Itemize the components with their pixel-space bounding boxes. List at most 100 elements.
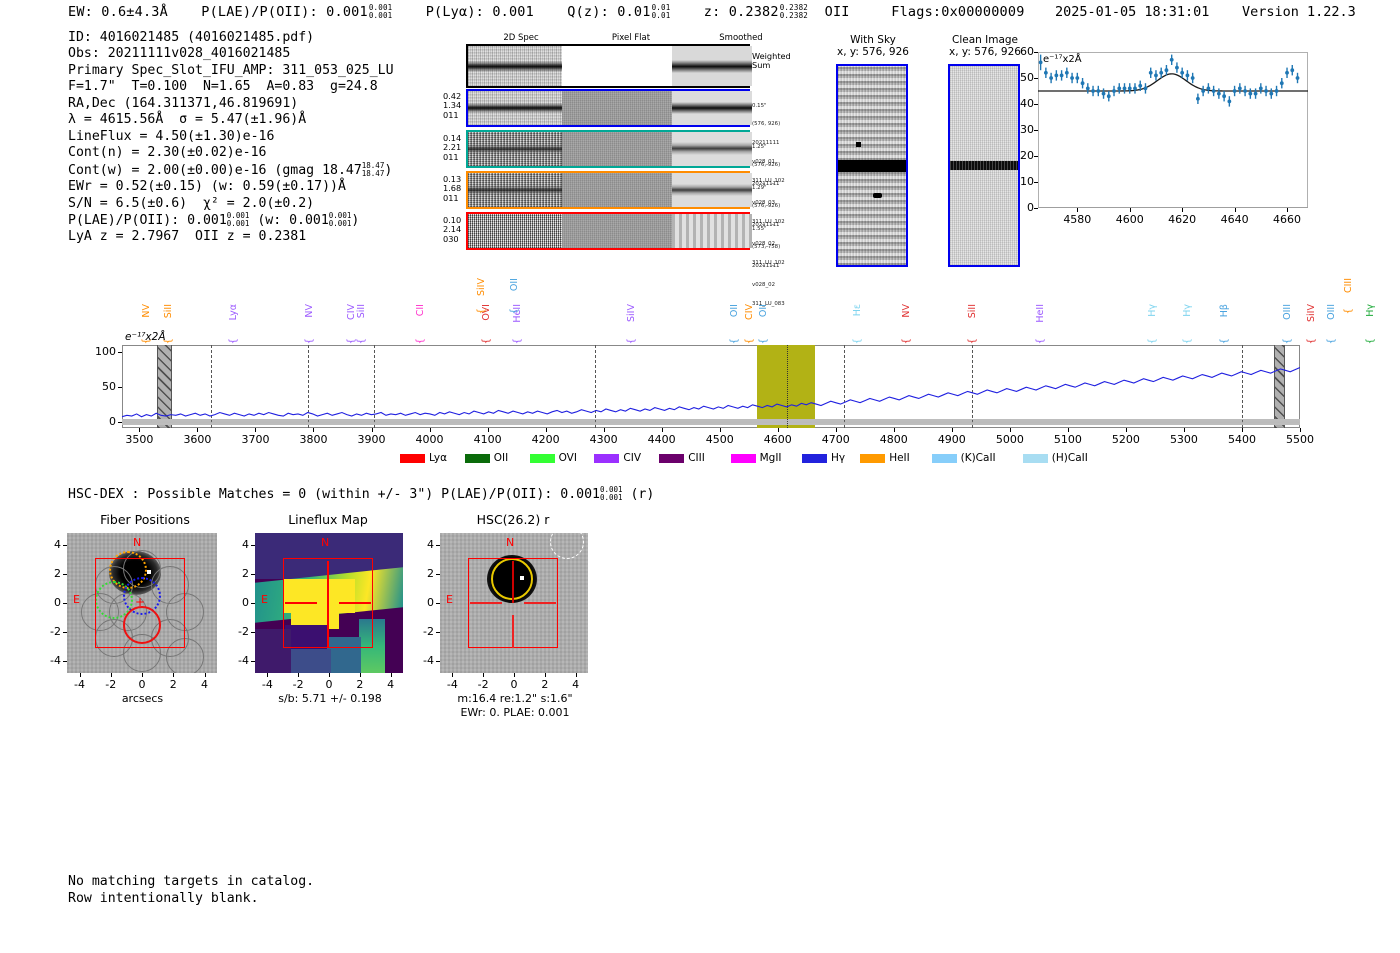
spec-row-2-right-labels: 1.25" (576, 926) 20211111 v028_03 311_LU… [752, 143, 785, 226]
emission-line-label: Lyα [227, 304, 239, 321]
spec-cell-2dspec [468, 46, 562, 86]
spectrum-x-tick: 4400 [647, 433, 676, 446]
emission-line-brace: { [1305, 338, 1317, 345]
emission-line-brace: { [966, 338, 978, 345]
spectrum-x-tick: 5500 [1286, 433, 1314, 446]
fit-x-tick: 4660 [1273, 213, 1302, 226]
panel-title: Fiber Positions [100, 512, 190, 527]
info-id: ID: 4016021485 (4016021485.pdf) [68, 30, 315, 45]
emission-line-brace: { [900, 338, 912, 345]
spec-row-1-left-labels: 0.42 1.34 011 [443, 91, 462, 120]
spectrum-line-marker [594, 345, 596, 428]
emission-line-brace: { [1325, 338, 1337, 345]
emission-line-label: SiIV [476, 278, 488, 296]
spec-cell-2dspec [468, 214, 562, 248]
spec-row-4-left-labels: 0.10 2.14 030 [443, 215, 462, 244]
panel-y-tick: 4 [427, 537, 434, 551]
spectrum-x-tick: 3800 [299, 433, 328, 446]
panel-y-tick: -2 [238, 625, 249, 639]
fit-plot-canvas [1038, 54, 1308, 208]
full-spectrum-plot: e⁻¹⁷x2Å [122, 331, 1300, 428]
info-cont-n: Cont(n) = 2.30(±0.02)e-16 [68, 145, 267, 161]
fit-y-tick: 10 [1020, 175, 1034, 188]
legend-swatch [659, 453, 685, 463]
spectrum-x-tick: 4300 [589, 433, 618, 446]
header-z-type: OII [824, 4, 850, 20]
fiber-circle [166, 638, 204, 673]
legend-label: OVI [558, 452, 577, 464]
cutout-title-line1: Clean Image [951, 34, 1019, 46]
compass-east-label: E [73, 593, 80, 606]
emission-line-label: SiII [163, 304, 175, 319]
emission-line-brace: { [743, 338, 755, 345]
spectrum-line-marker [210, 345, 212, 428]
panel-y-tick: -4 [238, 654, 249, 668]
spec-row-3-right-labels: 1.29" (576, 926) 20211111 v028_02 311_LU… [752, 184, 785, 267]
emission-line-brace: { [758, 338, 769, 345]
panel-x-tick: 0 [138, 678, 146, 691]
spec-row-1-right-labels: 0.15" (576, 926) 20211111 v028_01 311_LU… [752, 102, 785, 185]
spec-column-header-smoothed: Smoothed [719, 33, 763, 43]
spec-cell-smoothed [672, 214, 752, 248]
panel-y-tick: 0 [427, 596, 434, 609]
emission-line-label: SiIV [1305, 304, 1317, 322]
cutout-title-line2: x, y: 576, 926 [949, 46, 1021, 58]
emission-line-brace: { [626, 338, 638, 345]
emission-line-brace: { [1182, 338, 1194, 345]
info-plae-w-errors: 0.001 0.001 [328, 210, 352, 228]
emission-line-brace: { [1364, 338, 1376, 345]
spectrum-x-tick: 5100 [1053, 433, 1082, 446]
spectrum-highlight-band [757, 345, 816, 428]
emission-line-label: CIII [1343, 278, 1355, 294]
fiber-positions-xlabel: arcsecs [121, 692, 164, 705]
cutout-title-line1: With Sky [850, 34, 896, 46]
emission-line-label: NV [140, 304, 152, 318]
legend-label: CIV [623, 452, 642, 464]
emission-line-brace: { [415, 338, 427, 345]
legend-label: Hγ [831, 452, 846, 464]
legend-item: MgII [730, 452, 782, 464]
hsc-r-caption2: EWr: 0. PLAE: 0.001 [460, 706, 570, 719]
footer-line-2: Row intentionally blank. [68, 891, 259, 906]
fit-x-tick: 4580 [1063, 213, 1092, 226]
spectrum-x-tick: 4900 [937, 433, 966, 446]
spec-row-weighted-sum [466, 44, 752, 88]
panel-x-tick: -2 [105, 678, 117, 691]
panel-x-tick: 0 [510, 678, 518, 691]
hsc-r-xlabel: m:16.4 re:1.2" s:1.6" [457, 692, 573, 705]
header-z-errors: 0.2382 0.2382 [779, 3, 808, 20]
emission-line-label: OIII [1282, 304, 1294, 320]
legend-item: (K)CaII [931, 452, 996, 464]
emission-line-brace: { [1282, 338, 1294, 345]
spec-cell-smoothed [672, 91, 752, 125]
legend-item: OVI [529, 452, 577, 464]
emission-line-label: Hγ [1364, 304, 1376, 317]
info-plae-poii: P(LAE)/P(OII): 0.001 0.001 0.001 (w: 0.001… [68, 210, 360, 228]
spectrum-x-tick: 5400 [1227, 433, 1256, 446]
legend-item: HeII [860, 452, 910, 464]
spectrum-x-tick: 4800 [879, 433, 908, 446]
spectrum-canvas [122, 367, 1300, 423]
spec-column-header-pixelflat: Pixel Flat [611, 33, 651, 43]
legend-swatch [730, 453, 756, 463]
panel-title: HSC(26.2) r [476, 512, 550, 527]
fit-x-tick: 4640 [1220, 213, 1249, 226]
spectrum-x-tick: 5000 [995, 433, 1024, 446]
fiber-positions-image: N E + [67, 533, 217, 673]
panel-x-tick: 2 [169, 678, 177, 691]
panel-x-tick: 2 [356, 678, 364, 691]
spec-row-4-right-labels: 1.55" (573, 758) 20211111 v028_02 311_LU… [752, 225, 785, 308]
spectrum-line-marker [844, 345, 846, 428]
header-qz-errors: 0.01 0.01 [651, 3, 671, 20]
spectrum-detection-marker [786, 345, 788, 428]
header-version-line: 2025-01-05 18:31:01 Version 1.22.3 [1055, 4, 1356, 20]
info-primary-spec: Primary Spec_Slot_IFU_AMP: 311_053_025_L… [68, 62, 394, 78]
fit-y-tick: 30 [1020, 123, 1034, 136]
emission-line-label: OIII [1325, 304, 1337, 320]
emission-line-brace: { [728, 338, 740, 345]
spectrum-flux-unit: e⁻¹⁷x2Å [125, 331, 166, 343]
compass-east-label: E [261, 593, 268, 606]
spec-cell-pixelflat [562, 91, 672, 125]
fit-x-tick: 4620 [1168, 213, 1197, 226]
emission-line-label: Hγ [1146, 304, 1158, 317]
